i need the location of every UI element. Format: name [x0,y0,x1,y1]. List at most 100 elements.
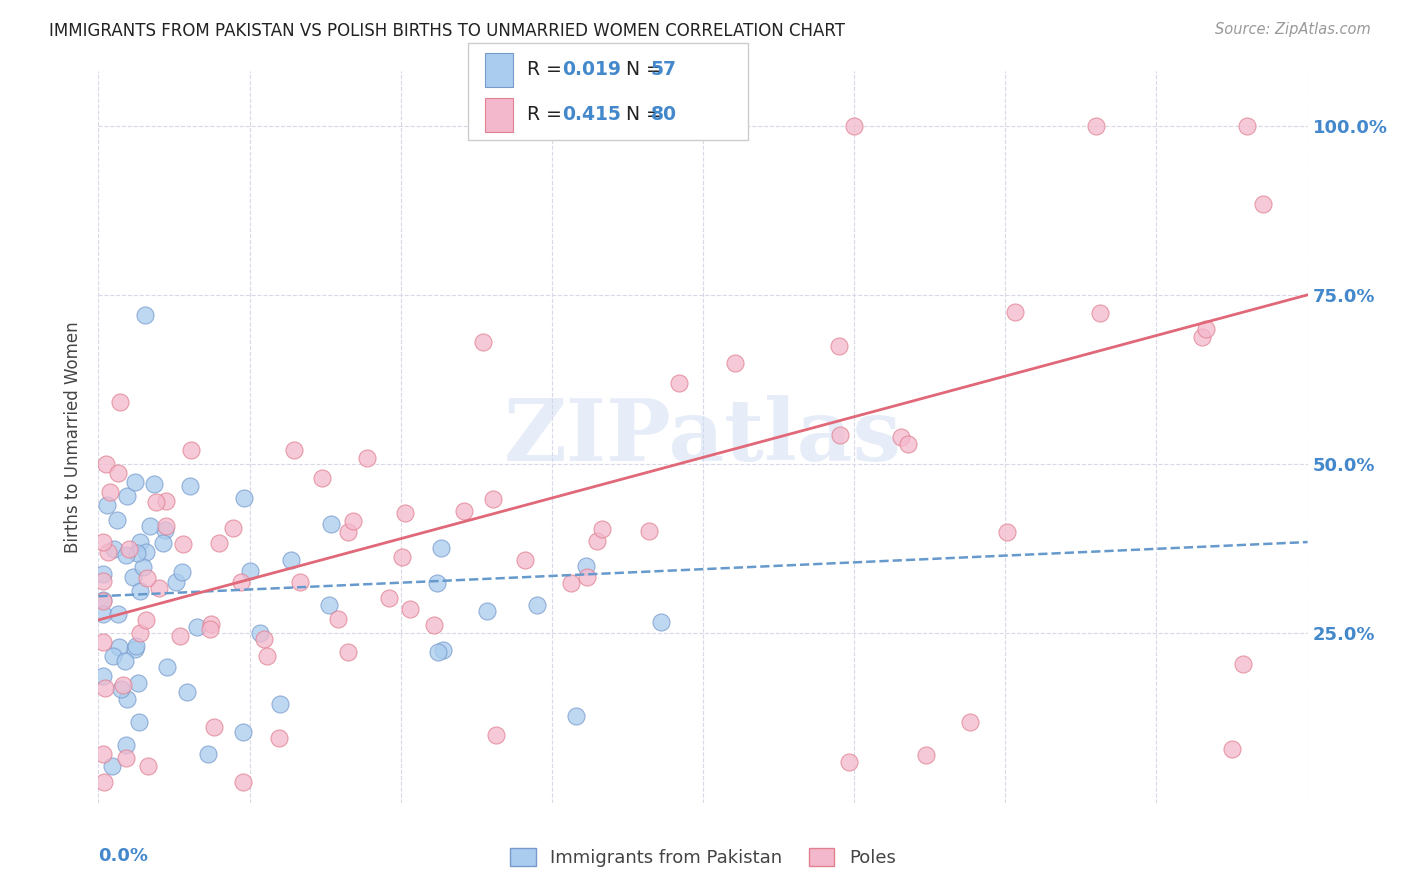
Point [575,558,598,573]
Point [108,640,131,655]
Point [1004,305,1026,319]
Point [139,518,162,533]
Point [222,521,245,535]
Text: N =: N = [614,105,668,124]
Point [394,507,416,521]
Point [91,635,114,649]
Point [232,491,254,505]
Point [328,613,350,627]
Point [97,545,120,559]
Legend: Immigrants from Pakistan, Poles: Immigrants from Pakistan, Poles [503,841,903,874]
Point [91,574,114,589]
Point [118,542,141,557]
Text: 0.019: 0.019 [562,61,621,79]
Point [172,537,194,551]
Point [202,720,225,734]
Point [1088,306,1111,320]
Point [515,553,537,567]
Point [110,681,132,696]
Point [844,119,866,133]
Point [124,641,146,656]
Point [318,598,340,612]
Point [91,747,114,762]
Point [152,536,174,550]
Point [94,457,117,471]
Point [342,514,364,528]
Point [1085,119,1108,133]
Point [229,574,252,589]
Point [311,471,333,485]
Text: 0.0%: 0.0% [98,847,149,864]
Point [475,604,498,618]
Point [280,553,302,567]
Point [91,607,114,621]
Point [453,504,475,518]
Point [336,645,359,659]
Point [283,442,305,457]
Point [91,669,114,683]
Text: 80: 80 [651,105,676,124]
Point [232,775,254,789]
Point [378,591,401,605]
Point [208,536,231,550]
Point [127,676,149,690]
Point [959,714,981,729]
Point [432,643,454,657]
Point [132,560,155,574]
Point [239,564,262,578]
Point [399,602,422,616]
Point [828,339,851,353]
Point [105,513,128,527]
Point [111,678,134,692]
Point [1236,119,1258,133]
Point [94,681,117,696]
Point [115,691,138,706]
Point [186,620,208,634]
Point [124,475,146,490]
Point [91,594,114,608]
Point [169,629,191,643]
Text: Source: ZipAtlas.com: Source: ZipAtlas.com [1215,22,1371,37]
Point [114,654,136,668]
Point [560,576,582,591]
Text: R =: R = [527,61,568,79]
Point [91,593,114,607]
Point [103,542,125,557]
Point [180,443,202,458]
Point [115,549,138,563]
Point [117,489,139,503]
Point [129,535,152,549]
Text: N =: N = [614,61,668,79]
Point [165,575,187,590]
Point [1251,197,1274,211]
Point [668,376,690,390]
Point [526,598,548,612]
Point [249,625,271,640]
Point [423,617,446,632]
Point [155,494,177,508]
Point [197,747,219,761]
Point [995,525,1018,540]
Point [253,632,276,647]
Point [155,523,177,537]
Point [129,626,152,640]
Point [1222,741,1244,756]
Point [110,394,132,409]
Point [145,495,167,509]
Point [290,575,312,590]
Point [198,622,221,636]
Point [336,525,359,540]
Point [96,498,118,512]
Point [114,751,136,765]
Text: R =: R = [527,105,568,124]
Point [179,479,201,493]
Point [138,758,160,772]
Point [129,584,152,599]
Point [830,428,852,442]
Point [232,725,254,739]
Text: IMMIGRANTS FROM PAKISTAN VS POLISH BIRTHS TO UNMARRIED WOMEN CORRELATION CHART: IMMIGRANTS FROM PAKISTAN VS POLISH BIRTH… [49,22,845,40]
Text: 0.415: 0.415 [562,105,621,124]
Point [136,571,159,585]
Point [128,714,150,729]
Point [426,575,449,590]
